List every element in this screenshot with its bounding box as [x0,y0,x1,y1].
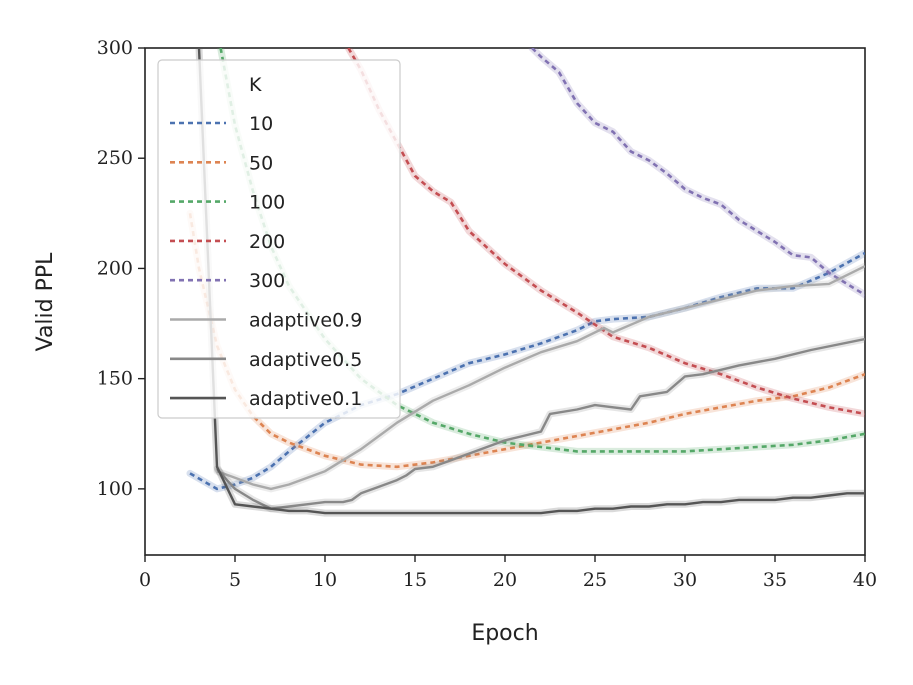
legend-title: K [249,74,262,96]
x-tick-label: 30 [673,569,697,591]
x-tick-label: 10 [313,569,337,591]
x-tick-label: 25 [583,569,607,591]
y-tick-label: 200 [97,257,133,279]
legend-label-10: 10 [249,113,273,135]
series-layer [186,48,865,517]
legend-label-adaptive0.1: adaptive0.1 [249,388,362,410]
y-tick-label: 100 [97,478,133,500]
legend: K 10 50 100 200 300 adaptive0.9 adaptive0.5 ada… [157,59,401,419]
legend-label-adaptive0.9: adaptive0.9 [249,310,362,332]
x-tick-label: 35 [763,569,787,591]
series-line-adaptive0.5 [216,337,865,510]
legend-label-200: 200 [249,231,285,253]
series-line-200 [347,48,865,416]
legend-label-300: 300 [249,270,285,292]
series-line-50 [188,213,865,469]
y-axis: 100 150 200 250 300 [97,37,145,500]
series-line-10 [189,251,865,491]
legend-entries: 10 50 100 200 300 adaptive0.9 adaptive0.5 adapt… [170,113,362,410]
legend-label-adaptive0.5: adaptive0.5 [249,349,362,371]
series-line-adaptive0.9 [216,265,865,491]
x-axis: 0 5 10 15 20 25 30 35 40 [139,555,877,591]
x-tick-label: 20 [493,569,517,591]
y-axis-title: Valid PPL [33,252,58,352]
x-tick-label: 5 [229,569,241,591]
y-tick-label: 300 [97,37,133,59]
x-tick-label: 15 [403,569,427,591]
series-band-300 [528,48,865,299]
series-line-adaptive0.1 [197,48,865,515]
legend-label-100: 100 [249,192,285,214]
series-line-300 [531,48,865,297]
x-axis-title: Epoch [471,621,538,646]
legend-box [157,59,401,419]
x-tick-label: 40 [853,569,877,591]
x-tick-label: 0 [139,569,151,591]
y-tick-label: 250 [97,147,133,169]
legend-label-50: 50 [249,152,273,174]
y-tick-label: 150 [97,368,133,390]
